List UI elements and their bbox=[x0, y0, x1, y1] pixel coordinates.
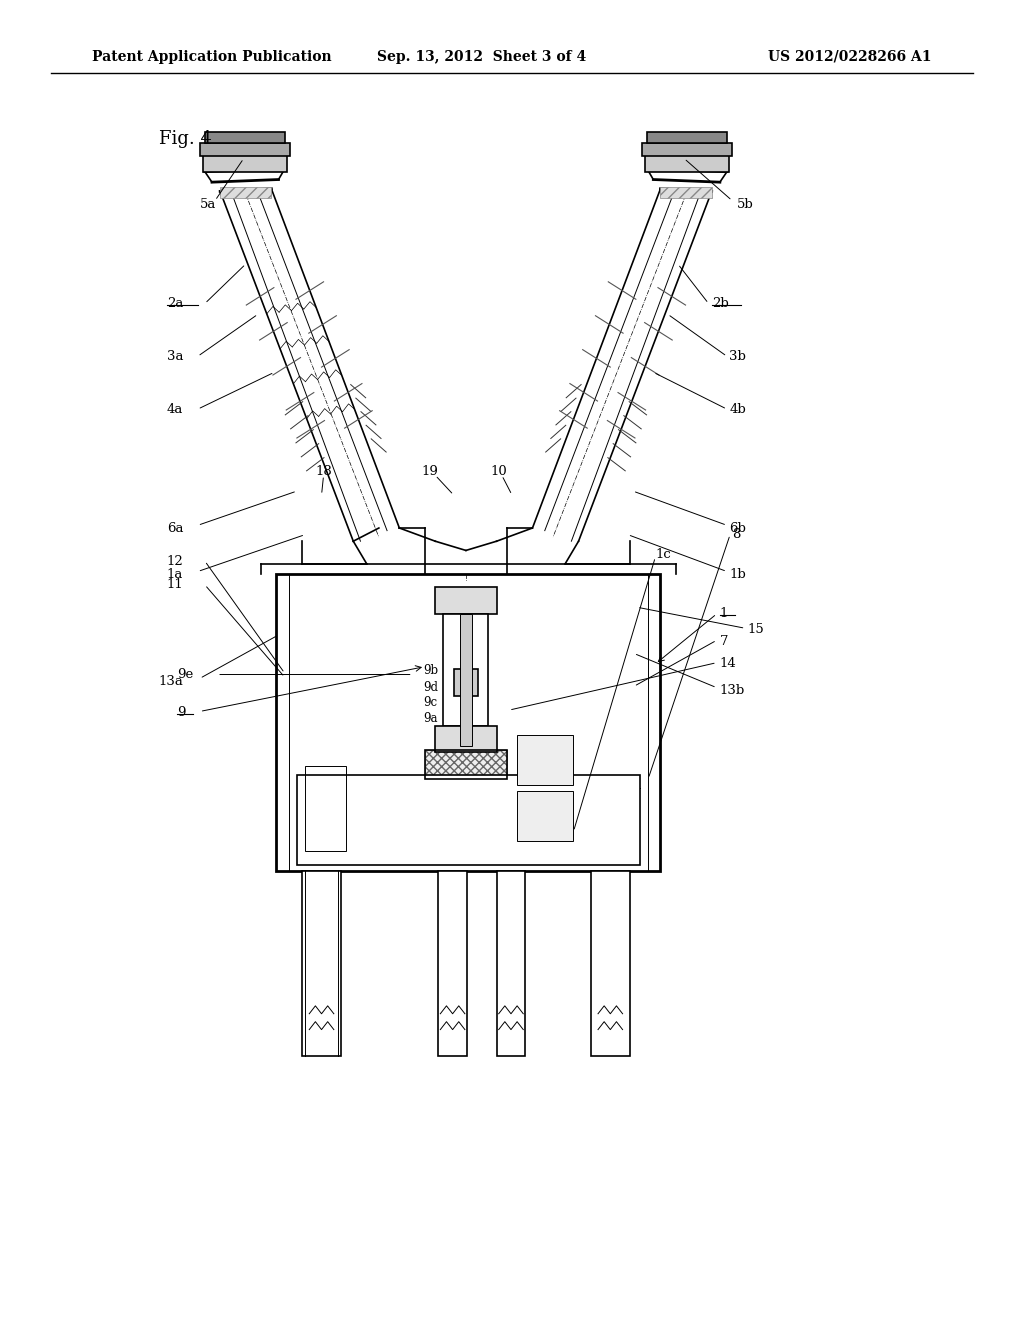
Text: 10: 10 bbox=[490, 465, 507, 478]
Bar bbox=[297, 775, 640, 865]
Text: 9: 9 bbox=[177, 706, 185, 719]
Text: 15: 15 bbox=[748, 623, 764, 636]
Text: 19: 19 bbox=[422, 465, 438, 478]
Bar bbox=[647, 132, 727, 143]
Bar bbox=[203, 148, 287, 172]
Bar bbox=[454, 669, 478, 696]
Bar bbox=[645, 148, 729, 172]
Bar bbox=[435, 726, 497, 752]
Bar bbox=[302, 871, 341, 1056]
Text: 1c: 1c bbox=[655, 548, 671, 561]
Text: 9b: 9b bbox=[423, 664, 438, 677]
Bar bbox=[438, 871, 467, 1056]
Text: Sep. 13, 2012  Sheet 3 of 4: Sep. 13, 2012 Sheet 3 of 4 bbox=[377, 50, 586, 63]
Text: 13b: 13b bbox=[720, 684, 745, 697]
Bar bbox=[305, 766, 346, 851]
Text: US 2012/0228266 A1: US 2012/0228266 A1 bbox=[768, 50, 932, 63]
Bar bbox=[200, 143, 290, 156]
Bar bbox=[660, 187, 712, 198]
Text: 3a: 3a bbox=[167, 350, 183, 363]
Text: Patent Application Publication: Patent Application Publication bbox=[92, 50, 332, 63]
Text: 12: 12 bbox=[167, 554, 183, 568]
Text: 9c: 9c bbox=[423, 696, 437, 709]
Text: 4b: 4b bbox=[729, 403, 745, 416]
Bar bbox=[517, 735, 573, 785]
Text: 1a: 1a bbox=[167, 568, 183, 581]
Bar bbox=[460, 614, 472, 746]
Text: 14: 14 bbox=[720, 657, 736, 671]
Text: Fig. 4: Fig. 4 bbox=[159, 129, 212, 148]
Bar bbox=[425, 750, 507, 779]
Text: 3b: 3b bbox=[729, 350, 745, 363]
Text: 6b: 6b bbox=[729, 521, 745, 535]
Text: 6a: 6a bbox=[167, 521, 183, 535]
Bar bbox=[205, 132, 285, 143]
Bar bbox=[497, 871, 525, 1056]
Text: 9e: 9e bbox=[177, 668, 194, 681]
Text: 9d: 9d bbox=[423, 681, 438, 694]
Text: 1: 1 bbox=[720, 607, 728, 620]
Text: 18: 18 bbox=[315, 465, 332, 478]
Text: 5b: 5b bbox=[737, 198, 754, 211]
Bar bbox=[517, 791, 573, 841]
Bar bbox=[443, 614, 488, 726]
Text: 1b: 1b bbox=[729, 568, 745, 581]
Bar bbox=[276, 574, 660, 871]
Text: 11: 11 bbox=[167, 578, 183, 591]
Bar bbox=[435, 587, 497, 614]
Text: 5a: 5a bbox=[200, 198, 216, 211]
Bar bbox=[642, 143, 732, 156]
Bar bbox=[425, 750, 507, 779]
Bar bbox=[591, 871, 630, 1056]
Text: 2b: 2b bbox=[712, 297, 728, 310]
Text: 13a: 13a bbox=[159, 675, 183, 688]
Bar bbox=[220, 187, 271, 198]
Text: 4a: 4a bbox=[167, 403, 183, 416]
Text: 7: 7 bbox=[720, 635, 728, 648]
Text: 9a: 9a bbox=[423, 711, 437, 725]
Text: 2a: 2a bbox=[167, 297, 183, 310]
Text: 8: 8 bbox=[732, 528, 740, 541]
